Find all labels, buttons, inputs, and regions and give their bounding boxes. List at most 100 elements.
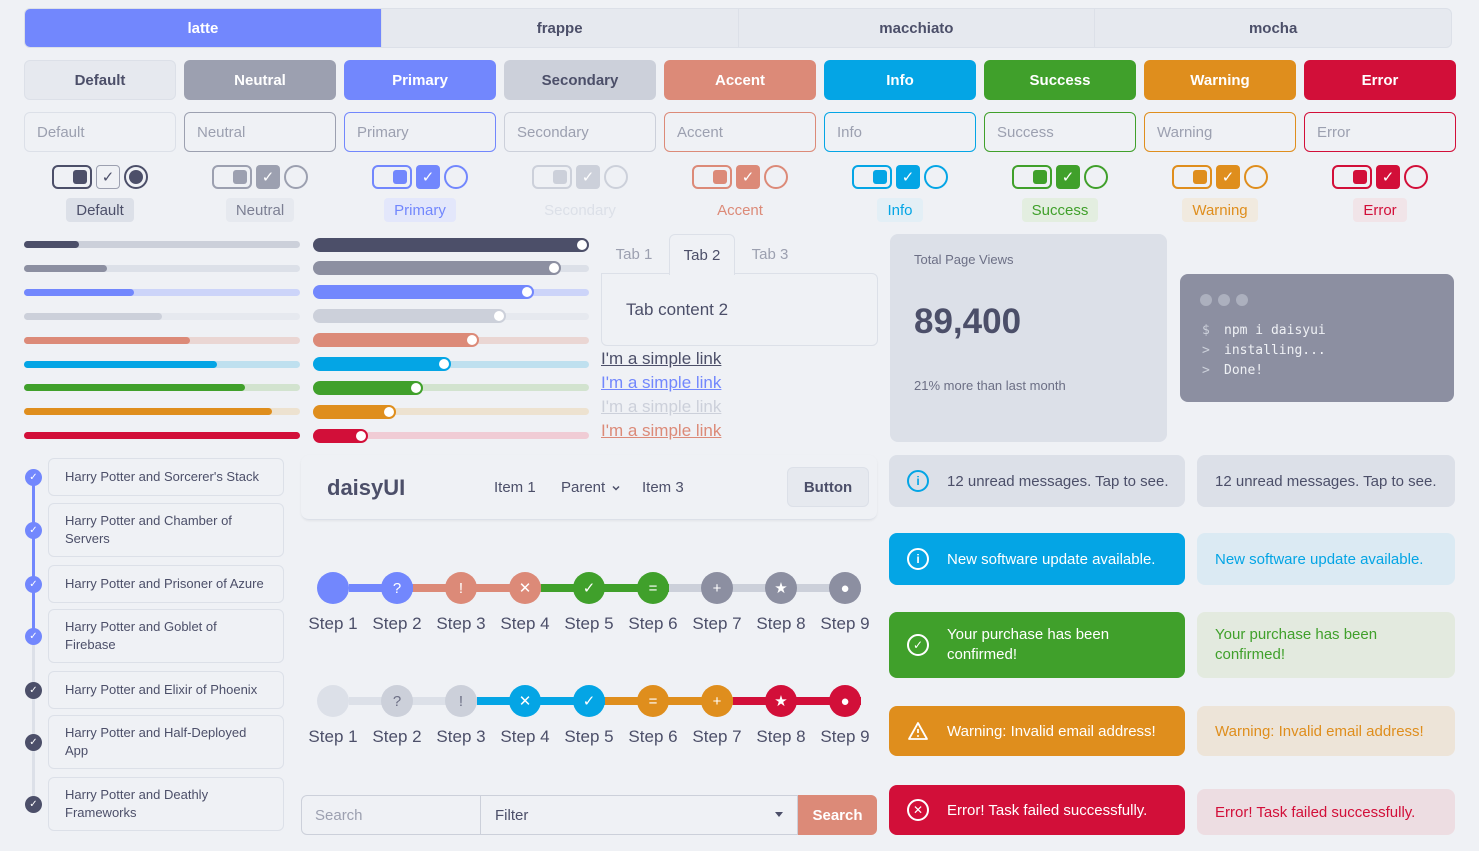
theme-tab-latte[interactable]: latte [25, 9, 381, 47]
alert-warning: Warning: Invalid email address! [889, 706, 1185, 756]
error-checkbox[interactable]: ✓ [1376, 165, 1400, 189]
step-6: = Step 6 [621, 685, 685, 747]
link-primary[interactable]: I'm a simple link [601, 373, 722, 392]
error-toggle[interactable] [1332, 165, 1372, 189]
success-radio[interactable] [1084, 165, 1108, 189]
success-checkbox[interactable]: ✓ [1056, 165, 1080, 189]
default-toggle[interactable] [52, 165, 92, 189]
error-button[interactable]: Error [1304, 60, 1456, 100]
success-input[interactable]: Success [984, 112, 1136, 152]
primary-radio[interactable] [444, 165, 468, 189]
default-range-slider[interactable] [313, 237, 589, 252]
step-indicator [317, 685, 349, 717]
timeline-line [32, 476, 35, 636]
theme-tab-mocha[interactable]: mocha [1094, 9, 1451, 47]
accent-button[interactable]: Accent [664, 60, 816, 100]
success-button[interactable]: Success [984, 60, 1136, 100]
warning-button[interactable]: Warning [1144, 60, 1296, 100]
navbar-item-1[interactable]: Item 1 [494, 479, 536, 496]
primary-checkbox[interactable]: ✓ [416, 165, 440, 189]
accent-radio[interactable] [764, 165, 788, 189]
range-handle[interactable] [439, 359, 449, 369]
link-default[interactable]: I'm a simple link [601, 349, 722, 368]
neutral-input[interactable]: Neutral [184, 112, 336, 152]
range-handle[interactable] [383, 406, 394, 417]
default-checkbox[interactable]: ✓ [96, 165, 120, 189]
range-handle[interactable] [521, 287, 532, 298]
neutral-checkbox[interactable]: ✓ [256, 165, 280, 189]
primary-button[interactable]: Primary [344, 60, 496, 100]
check-circle-icon: ✓ [25, 628, 42, 645]
step-indicator: = [637, 685, 669, 717]
neutral-button[interactable]: Neutral [184, 60, 336, 100]
search-input[interactable]: Search [301, 795, 481, 835]
filter-select[interactable]: Filter [481, 795, 798, 835]
theme-tab-frappe[interactable]: frappe [380, 9, 738, 47]
info-input[interactable]: Info [824, 112, 976, 152]
error-badge: Error [1353, 198, 1407, 222]
secondary-radio[interactable] [604, 165, 628, 189]
success-toggle[interactable] [1012, 165, 1052, 189]
accent-badge: Accent [707, 198, 773, 222]
step-indicator: + [701, 572, 733, 604]
range-handle[interactable] [494, 311, 505, 322]
secondary-input[interactable]: Secondary [504, 112, 656, 152]
info-toggle[interactable] [852, 165, 892, 189]
range-handle[interactable] [577, 239, 587, 250]
accent-controls: ✓ Accent [664, 164, 816, 222]
default-button[interactable]: Default [24, 60, 176, 100]
secondary-range-slider[interactable] [313, 309, 589, 324]
default-radio[interactable] [124, 165, 148, 189]
primary-input[interactable]: Primary [344, 112, 496, 152]
success-range-slider[interactable] [313, 380, 589, 395]
error-radio[interactable] [1404, 165, 1428, 189]
link-secondary[interactable]: I'm a simple link [601, 397, 722, 416]
accent-input[interactable]: Accent [664, 112, 816, 152]
neutral-range-slider[interactable] [313, 261, 589, 276]
step-label: Step 6 [628, 614, 678, 633]
accent-toggle[interactable] [692, 165, 732, 189]
navbar-brand[interactable]: daisyUI [327, 475, 406, 500]
neutral-radio[interactable] [284, 165, 308, 189]
range-handle[interactable] [549, 263, 560, 274]
link-accent[interactable]: I'm a simple link [601, 421, 722, 440]
alert-text: Error! Task failed successfully. [947, 801, 1148, 819]
info-controls: ✓ Info [824, 164, 976, 222]
navbar-parent[interactable]: Parent [561, 479, 621, 496]
tab-2[interactable]: Tab 2 [669, 234, 735, 275]
primary-range-slider[interactable] [313, 285, 589, 300]
caret-down-icon [775, 812, 783, 817]
secondary-button[interactable]: Secondary [504, 60, 656, 100]
warning-range-slider[interactable] [313, 404, 589, 419]
error-input[interactable]: Error [1304, 112, 1456, 152]
range-handle[interactable] [466, 335, 477, 346]
tab-1[interactable]: Tab 1 [615, 245, 653, 263]
info-radio[interactable] [924, 165, 948, 189]
warning-checkbox[interactable]: ✓ [1216, 165, 1240, 189]
error-range-slider[interactable] [313, 428, 589, 443]
warning-input[interactable]: Warning [1144, 112, 1296, 152]
secondary-checkbox[interactable]: ✓ [576, 165, 600, 189]
search-button[interactable]: Search [798, 795, 877, 835]
accent-progress [24, 336, 300, 344]
secondary-toggle[interactable] [532, 165, 572, 189]
warning-toggle[interactable] [1172, 165, 1212, 189]
range-handle[interactable] [356, 430, 367, 441]
stat-value: 89,400 [914, 302, 1022, 341]
navbar-button[interactable]: Button [787, 467, 869, 507]
default-input[interactable]: Default [24, 112, 176, 152]
primary-toggle[interactable] [372, 165, 412, 189]
navbar-item-3[interactable]: Item 3 [642, 479, 684, 496]
tab-3[interactable]: Tab 3 [751, 245, 789, 263]
theme-tab-macchiato[interactable]: macchiato [737, 9, 1095, 47]
info-checkbox[interactable]: ✓ [896, 165, 920, 189]
info-range-slider[interactable] [313, 357, 589, 371]
warning-radio[interactable] [1244, 165, 1268, 189]
step-label: Step 9 [820, 614, 870, 633]
neutral-toggle[interactable] [212, 165, 252, 189]
range-handle[interactable] [411, 382, 422, 393]
info-button[interactable]: Info [824, 60, 976, 100]
accent-checkbox[interactable]: ✓ [736, 165, 760, 189]
accent-range-slider[interactable] [313, 333, 589, 348]
warning-icon [908, 722, 928, 740]
